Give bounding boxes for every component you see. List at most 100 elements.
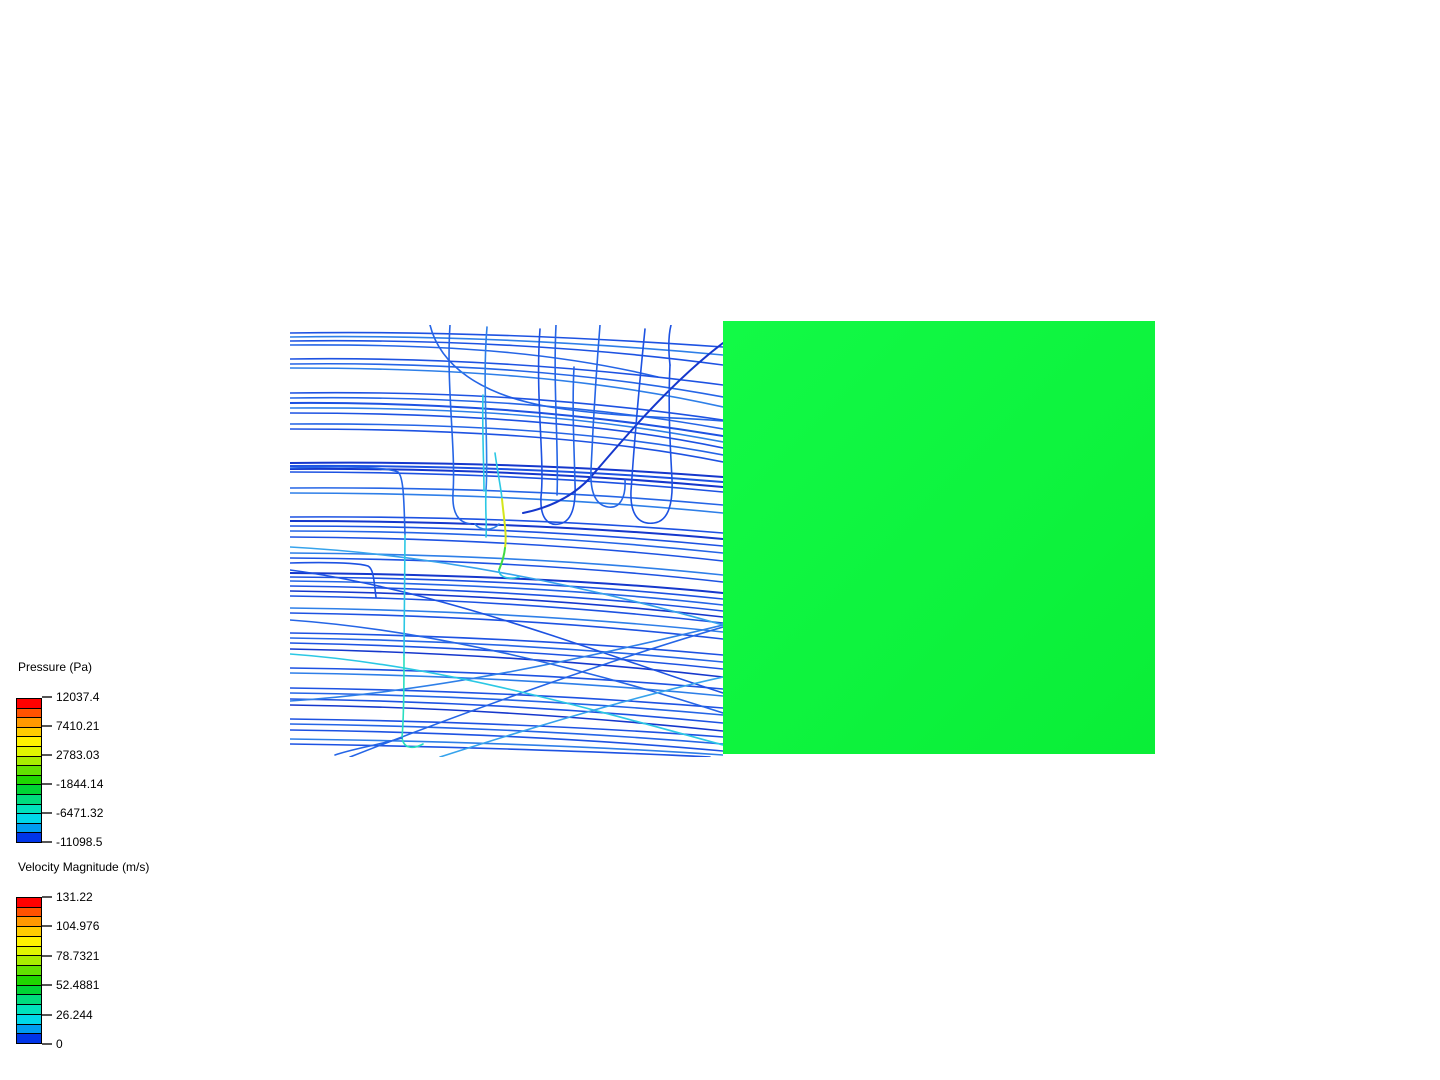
streamline xyxy=(290,672,723,697)
streamline xyxy=(481,394,485,492)
streamline xyxy=(290,391,723,421)
streamline xyxy=(403,534,406,656)
streamline xyxy=(290,648,723,678)
pressure-tick-label: 7410.21 xyxy=(56,719,100,733)
streamline xyxy=(290,487,723,506)
streamline xyxy=(334,737,403,756)
streamline xyxy=(290,632,723,656)
streamline xyxy=(290,423,723,456)
streamline xyxy=(290,576,723,600)
velocity-tick-label: 78.7321 xyxy=(56,949,100,963)
streamline xyxy=(290,471,723,493)
streamline xyxy=(290,723,723,745)
streamline xyxy=(290,561,377,598)
streamline xyxy=(290,467,723,488)
streamline xyxy=(290,530,723,554)
streamline xyxy=(290,585,723,612)
streamline xyxy=(290,492,723,514)
streamline xyxy=(290,569,723,694)
streamline xyxy=(290,590,723,618)
streamline xyxy=(290,642,723,670)
streamline xyxy=(290,461,723,478)
velocity-tick-mark xyxy=(42,896,52,898)
streamline xyxy=(290,362,723,398)
streamline xyxy=(590,325,626,508)
streamline xyxy=(290,653,723,746)
streamline xyxy=(290,335,723,356)
streamline xyxy=(290,546,723,626)
streamline xyxy=(290,396,723,430)
streamline xyxy=(290,687,723,709)
pressure-tick-mark xyxy=(42,783,52,785)
streamline xyxy=(498,569,520,579)
streamline xyxy=(290,412,723,449)
velocity-tick-label: 26.244 xyxy=(56,1008,93,1022)
velocity-tick-label: 52.4881 xyxy=(56,978,100,992)
streamline xyxy=(494,452,503,500)
pressure-colorbar xyxy=(16,698,42,843)
streamline xyxy=(290,637,723,663)
streamlines-plot xyxy=(290,325,723,757)
streamline xyxy=(484,326,488,491)
colorbar-band xyxy=(16,832,42,843)
streamline xyxy=(537,328,576,526)
boundary-face[interactable] xyxy=(723,321,1155,754)
velocity-tick-mark xyxy=(42,1014,52,1016)
velocity-tick-mark xyxy=(42,925,52,927)
streamline xyxy=(572,366,576,484)
pressure-tick-label: -11098.5 xyxy=(56,835,103,849)
streamline xyxy=(290,607,723,633)
streamline xyxy=(448,325,471,525)
streamline xyxy=(401,654,424,749)
streamline xyxy=(290,464,723,483)
colorbar-band xyxy=(16,1033,42,1045)
streamline xyxy=(290,595,723,624)
streamline xyxy=(290,339,723,366)
streamline xyxy=(290,557,723,583)
streamline xyxy=(290,612,723,640)
streamline xyxy=(498,547,506,571)
pressure-tick-label: 2783.03 xyxy=(56,748,100,762)
streamline xyxy=(290,520,723,540)
streamline xyxy=(290,738,723,756)
streamline xyxy=(290,729,723,752)
pressure-tick-label: -6471.32 xyxy=(56,806,104,820)
pressure-tick-mark xyxy=(42,812,52,814)
streamline xyxy=(290,536,723,562)
streamline xyxy=(290,466,406,536)
streamline xyxy=(474,523,500,531)
streamline xyxy=(554,325,559,496)
streamline xyxy=(501,498,507,549)
streamline xyxy=(630,328,673,524)
streamline xyxy=(290,619,723,714)
velocity-colorbar xyxy=(16,897,42,1045)
streamline xyxy=(290,428,723,463)
velocity-tick-mark xyxy=(42,955,52,957)
pressure-tick-mark xyxy=(42,696,52,698)
streamline xyxy=(290,698,723,724)
pressure-tick-label: -1844.14 xyxy=(56,777,104,791)
pressure-legend-title: Pressure (Pa) xyxy=(18,660,93,674)
streamline xyxy=(290,552,723,576)
streamline xyxy=(290,580,723,606)
streamline xyxy=(290,704,723,732)
streamline xyxy=(439,676,723,757)
streamline xyxy=(290,624,723,702)
pressure-tick-mark xyxy=(42,725,52,727)
streamline xyxy=(290,357,723,386)
pressure-tick-label: 12037.4 xyxy=(56,690,100,704)
velocity-legend-title: Velocity Magnitude (m/s) xyxy=(18,860,150,874)
streamline xyxy=(668,325,672,366)
streamline xyxy=(522,342,723,514)
streamline xyxy=(484,489,488,538)
streamline xyxy=(290,718,723,738)
streamline xyxy=(290,516,723,534)
streamline xyxy=(290,743,711,757)
streamline xyxy=(290,344,659,378)
streamline xyxy=(290,407,723,443)
streamline xyxy=(290,525,723,547)
velocity-tick-label: 131.22 xyxy=(56,890,93,904)
velocity-tick-label: 104.976 xyxy=(56,919,100,933)
pressure-tick-mark xyxy=(42,754,52,756)
